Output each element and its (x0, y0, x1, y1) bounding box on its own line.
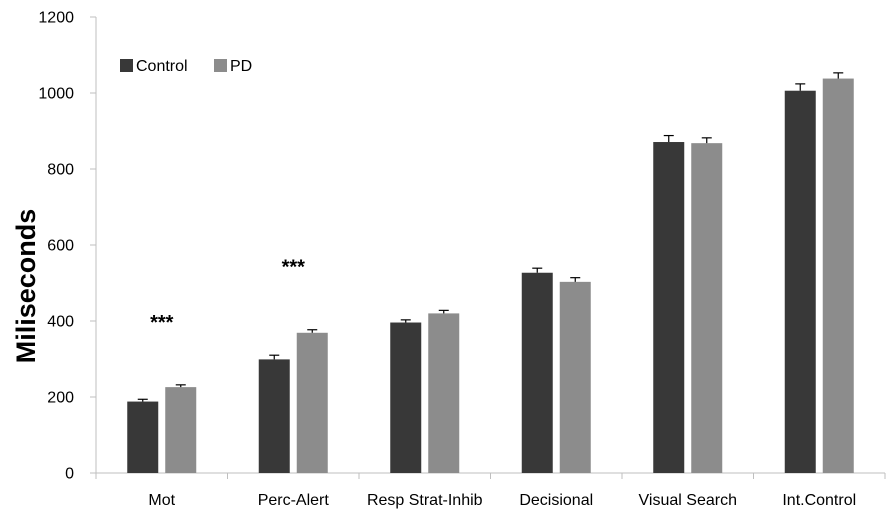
x-tick-label: Mot (148, 492, 175, 509)
bar-control (127, 401, 159, 473)
significance-marker: *** (150, 312, 174, 334)
x-tick-label: Int.Control (782, 492, 856, 509)
legend: Control PD (120, 58, 252, 75)
bar-control (258, 359, 290, 473)
y-tick-label: 400 (47, 314, 74, 331)
y-tick-label: 200 (47, 390, 74, 407)
bar-pd (165, 387, 197, 473)
x-axis: Mot Perc-Alert Resp Strat-Inhib Decisional V… (95, 472, 886, 509)
y-tick-label: 0 (65, 466, 74, 483)
annotations: *** *** (150, 257, 305, 334)
significance-marker: *** (282, 257, 306, 279)
bar-pd (428, 313, 460, 473)
legend-label: Control (136, 58, 188, 75)
bar-pd (559, 281, 591, 473)
legend-swatch-control (120, 59, 133, 72)
x-tick-label: Visual Search (639, 492, 737, 509)
y-tick-label: 1200 (38, 10, 74, 27)
bar-pd (822, 78, 854, 473)
bar-control (784, 90, 816, 473)
bar-pd (691, 143, 723, 473)
y-tick-label: 800 (47, 162, 74, 179)
y-axis: 0 200 400 600 800 1000 1200 (38, 10, 97, 483)
x-tick-label: Resp Strat-Inhib (367, 492, 483, 509)
y-tick-label: 1000 (38, 86, 74, 103)
x-tick-label: Perc-Alert (258, 492, 330, 509)
bar-pd (296, 332, 328, 473)
y-tick-label: 600 (47, 238, 74, 255)
legend-label: PD (230, 58, 252, 75)
legend-swatch-pd (214, 59, 227, 72)
bar-control (521, 272, 553, 473)
bar-control (653, 142, 685, 473)
x-tick-label: Decisional (519, 492, 593, 509)
bars (127, 72, 854, 473)
y-axis-title: Miliseconds (11, 209, 41, 364)
bar-control (390, 322, 422, 473)
